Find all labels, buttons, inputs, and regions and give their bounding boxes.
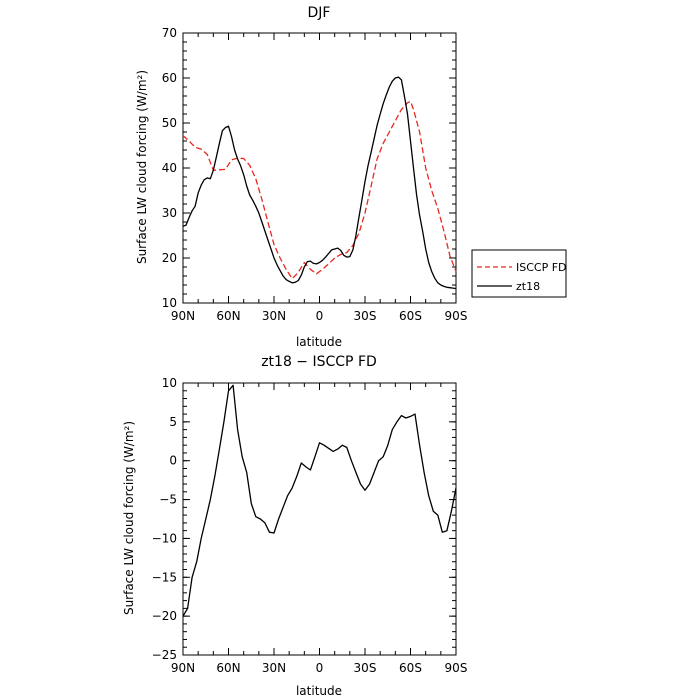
top-x-axis-label: latitude — [296, 335, 342, 349]
top-y-tick-label: 50 — [162, 116, 177, 130]
legend-box — [471, 249, 567, 298]
bottom-y-axis-label: Surface LW cloud forcing (W/m²) — [122, 421, 136, 615]
bottom-y-tick-label: −10 — [152, 531, 177, 545]
bottom-y-tick-label: 0 — [169, 454, 177, 468]
legend-label-isccp-fd: ISCCP FD — [516, 261, 567, 274]
top-y-tick-label: 10 — [162, 296, 177, 310]
bottom-y-tick-label: 10 — [162, 376, 177, 390]
legend-label-zt18: zt18 — [516, 280, 540, 293]
top-x-tick-label: 60S — [399, 309, 422, 323]
bottom-chart-title: zt18 − ISCCP FD — [261, 354, 377, 370]
top-series-line-isccp-fd — [182, 100, 457, 280]
bottom-x-tick-label: 0 — [316, 661, 324, 675]
top-x-tick-label: 0 — [316, 309, 324, 323]
bottom-y-tick-label: −20 — [152, 609, 177, 623]
top-plot-area: 90N 60N 30N 0 30S 60S 90S 10 20 30 40 50 60 70 — [162, 26, 468, 323]
top-y-axis-label: Surface LW cloud forcing (W/m²) — [135, 70, 149, 264]
bottom-chart-panel: zt18 − ISCCP FD 90N 60N 30N 0 30S 60S 90S −25 −2… — [122, 354, 467, 698]
top-chart-panel: DJF 90N 60N 30N 0 30S 60S 90S 10 20 30 40 50 60 70 la… — [135, 5, 567, 349]
bottom-x-tick-label: 30S — [354, 661, 377, 675]
bottom-plot-area: 90N 60N 30N 0 30S 60S 90S −25 −20 −15 −10 −5 0 5 10 — [152, 376, 468, 675]
top-y-tick-label: 70 — [162, 26, 177, 40]
bottom-y-tick-label: 5 — [169, 415, 177, 429]
bottom-y-tick-label: −15 — [152, 570, 177, 584]
top-x-tick-label: 30N — [262, 309, 286, 323]
bottom-x-axis-label: latitude — [296, 684, 342, 698]
bottom-y-tick-label: −25 — [152, 648, 177, 662]
bottom-series-line-difference — [182, 384, 457, 617]
top-legend: ISCCP FD zt18 — [471, 249, 567, 298]
top-chart-title: DJF — [308, 5, 331, 21]
top-series-line-zt18 — [182, 76, 457, 290]
bottom-y-tick-label: −5 — [159, 493, 177, 507]
top-x-tick-label: 60N — [216, 309, 240, 323]
top-y-tick-label: 40 — [162, 161, 177, 175]
bottom-x-tick-label: 90N — [171, 661, 195, 675]
top-x-tick-label: 90N — [171, 309, 195, 323]
bottom-x-tick-label: 90S — [445, 661, 468, 675]
top-y-tick-label: 30 — [162, 206, 177, 220]
top-y-tick-label: 20 — [162, 251, 177, 265]
top-x-tick-label: 90S — [445, 309, 468, 323]
bottom-x-tick-label: 60N — [216, 661, 240, 675]
top-x-tick-label: 30S — [354, 309, 377, 323]
bottom-x-tick-label: 60S — [399, 661, 422, 675]
bottom-x-tick-label: 30N — [262, 661, 286, 675]
top-y-tick-label: 60 — [162, 71, 177, 85]
